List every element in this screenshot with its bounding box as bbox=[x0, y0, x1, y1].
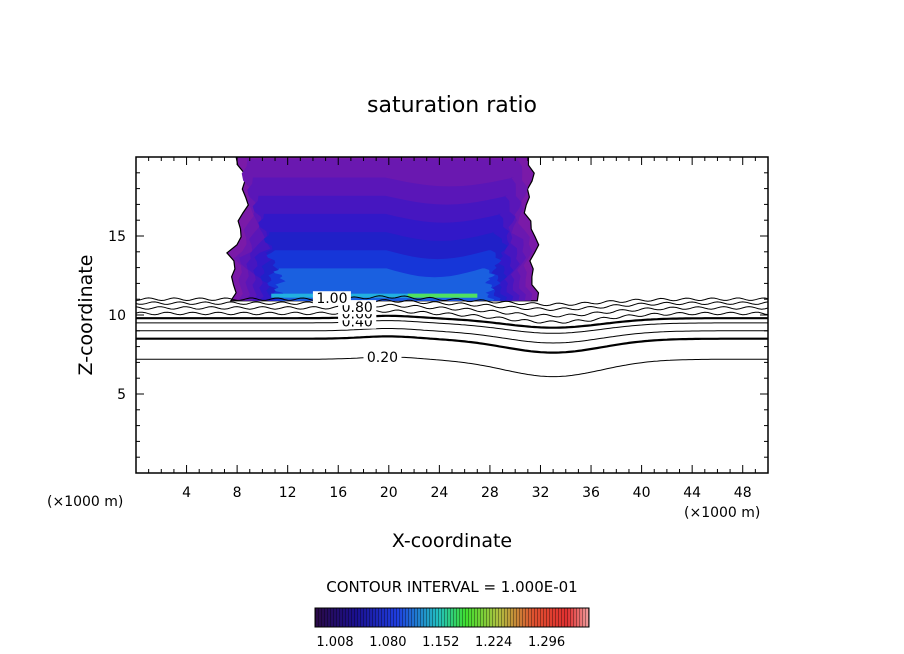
contour-line bbox=[136, 328, 768, 344]
contour-labels: 0.200.400.600.801.00 bbox=[312, 291, 402, 366]
contour-label: 1.00 bbox=[316, 291, 347, 307]
saturation-peak-core bbox=[407, 293, 478, 298]
x-tick-label: 8 bbox=[233, 485, 242, 501]
x-tick-label: 12 bbox=[279, 485, 297, 501]
contour-line bbox=[136, 299, 768, 312]
x-tick-label: 32 bbox=[532, 485, 550, 501]
y-tick-label: 10 bbox=[108, 308, 126, 324]
x-tick-label: 40 bbox=[633, 485, 651, 501]
colorbar-tick-label: 1.296 bbox=[528, 635, 565, 650]
saturation-peak-layer bbox=[271, 293, 478, 298]
y-tick-label: 15 bbox=[108, 229, 126, 245]
contour-label-bg bbox=[363, 349, 402, 364]
colorbar-tick-label: 1.008 bbox=[316, 635, 353, 650]
contour-line bbox=[136, 309, 768, 324]
y-axis-label: Z-coordinate bbox=[75, 255, 97, 376]
colorbar-stripes bbox=[315, 608, 589, 627]
contour-line bbox=[136, 320, 768, 334]
contour-label: 0.20 bbox=[367, 350, 398, 366]
contour-interval: CONTOUR INTERVAL = 1.000E-01 bbox=[326, 578, 577, 596]
colorbar-tick-label: 1.224 bbox=[475, 635, 512, 650]
contour-lines bbox=[136, 295, 768, 378]
contour-line bbox=[136, 335, 768, 354]
contour-line bbox=[136, 356, 768, 378]
x-tick-label: 16 bbox=[329, 485, 347, 501]
saturation-fill bbox=[226, 157, 540, 302]
x-tick-label: 20 bbox=[380, 485, 398, 501]
contour-line bbox=[136, 314, 768, 329]
contour-label-bg bbox=[312, 291, 351, 306]
x-axis-label: X-coordinate bbox=[392, 530, 512, 552]
x-unit-right: (×1000 m) bbox=[684, 505, 760, 521]
contour-line bbox=[136, 295, 768, 307]
x-tick-label: 4 bbox=[182, 485, 191, 501]
x-tick-label: 44 bbox=[683, 485, 701, 501]
chart-title: saturation ratio bbox=[367, 93, 537, 118]
y-axis: 5 10 15 bbox=[108, 172, 768, 458]
x-unit-left: (×1000 m) bbox=[47, 494, 123, 510]
x-tick-label: 48 bbox=[734, 485, 752, 501]
x-tick-label: 24 bbox=[430, 485, 448, 501]
x-tick-label: 28 bbox=[481, 485, 499, 501]
contour-line bbox=[136, 303, 768, 318]
x-tick-label: 36 bbox=[582, 485, 600, 501]
colorbar-tick-label: 1.080 bbox=[369, 635, 406, 650]
y-tick-label: 5 bbox=[117, 387, 126, 403]
colorbar-ticks: 1.008 1.080 1.152 1.224 1.296 bbox=[316, 635, 565, 650]
colorbar-tick-label: 1.152 bbox=[422, 635, 459, 650]
x-axis: 4 8 12 16 20 24 28 32 36 40 44 48 bbox=[148, 157, 756, 501]
